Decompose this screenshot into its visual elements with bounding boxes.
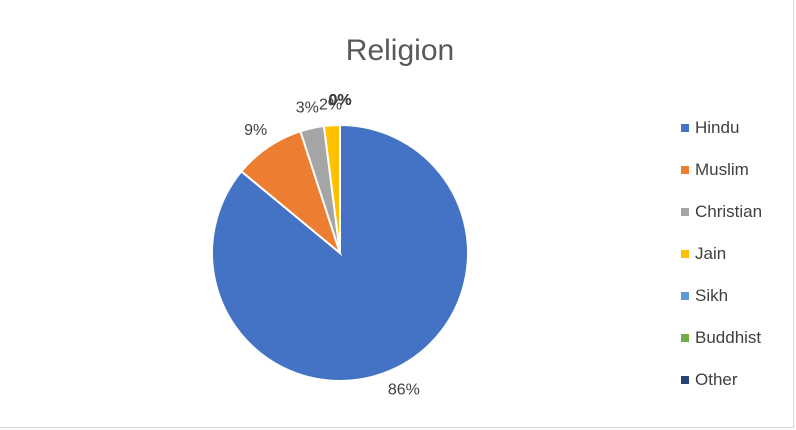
legend-swatch bbox=[681, 250, 689, 258]
legend-swatch bbox=[681, 292, 689, 300]
legend-label: Muslim bbox=[695, 160, 749, 179]
legend-swatch bbox=[681, 334, 689, 342]
legend-item-sikh: Sikh bbox=[681, 286, 793, 328]
legend-item-christian: Christian bbox=[681, 202, 793, 244]
legend-item-muslim: Muslim bbox=[681, 160, 793, 202]
data-label-buddhist: 0% bbox=[328, 92, 351, 109]
chart-legend: Hindu Muslim Christian Jain Sikh Buddhist Othe… bbox=[681, 118, 793, 412]
legend-item-buddhist: Buddhist bbox=[681, 328, 793, 370]
chart-title: Religion bbox=[346, 34, 454, 67]
legend-label: Jain bbox=[695, 244, 727, 263]
legend-swatch bbox=[681, 376, 689, 384]
legend-item-jain: Jain bbox=[681, 244, 793, 286]
data-label-hindu: 86% bbox=[388, 382, 420, 399]
data-label-muslim: 9% bbox=[244, 122, 267, 139]
data-label-christian: 3% bbox=[296, 100, 319, 117]
legend-label: Sikh bbox=[695, 286, 729, 305]
legend-swatch bbox=[681, 124, 689, 132]
legend-item-other: Other bbox=[681, 370, 793, 412]
data-label-sikh: 0% bbox=[328, 92, 351, 109]
legend-swatch bbox=[681, 208, 689, 216]
data-label-jain: 2% bbox=[319, 96, 342, 113]
legend-item-hindu: Hindu bbox=[681, 118, 793, 160]
data-label-other: 0% bbox=[328, 92, 351, 109]
legend-label: Hindu bbox=[695, 118, 740, 137]
legend-label: Buddhist bbox=[695, 328, 762, 347]
legend-swatch bbox=[681, 166, 689, 174]
legend-label: Other bbox=[695, 370, 738, 389]
legend-label: Christian bbox=[695, 202, 763, 221]
pie-slice-jain bbox=[322, 123, 341, 254]
